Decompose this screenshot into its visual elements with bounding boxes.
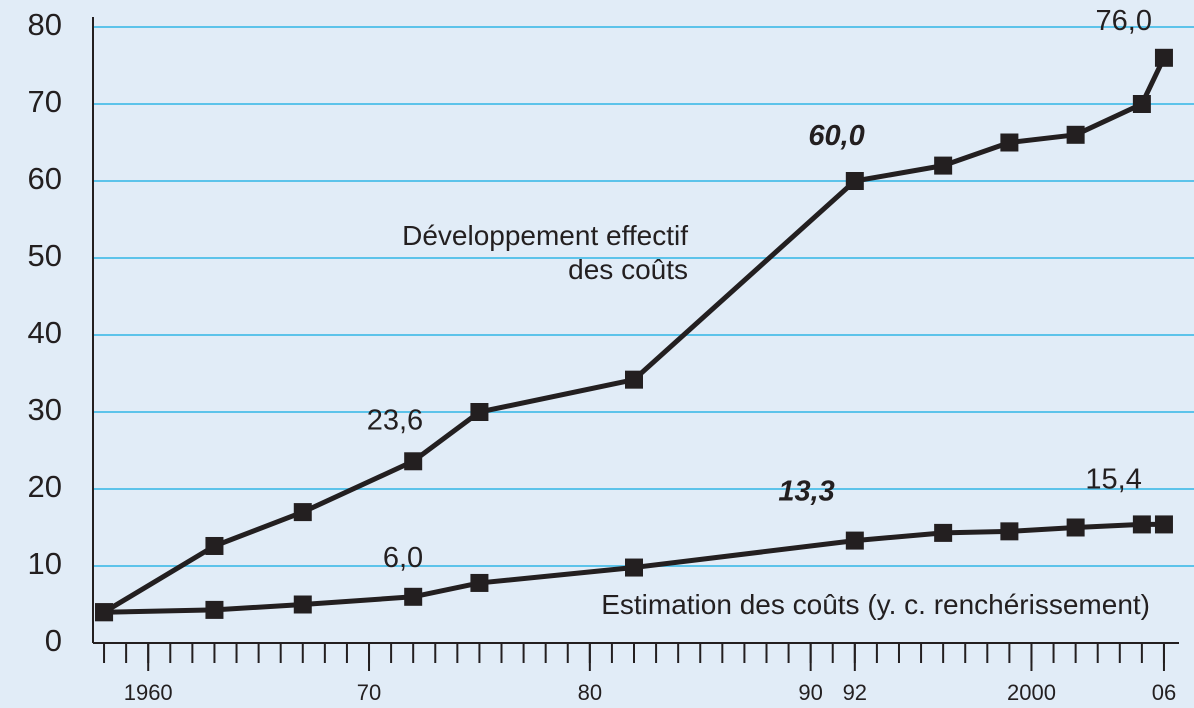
y-tick-label: 30 [28, 392, 62, 427]
series-name-line: Développement effectif [402, 220, 688, 251]
marker [1000, 133, 1019, 152]
x-tick-label: 92 [843, 680, 867, 705]
series-name-line: des coûts [568, 254, 688, 285]
marker [845, 531, 864, 550]
marker [625, 370, 643, 389]
data-label: 15,4 [1085, 463, 1141, 495]
data-label: 23,6 [367, 404, 423, 436]
marker [293, 503, 312, 522]
marker [1066, 125, 1085, 144]
x-tick-label: 2000 [1007, 680, 1056, 705]
data-label: 76,0 [1096, 5, 1152, 37]
marker [470, 573, 489, 592]
y-tick-label: 80 [28, 7, 62, 42]
x-tick-label: 90 [798, 680, 822, 705]
marker [934, 523, 953, 542]
y-tick-label: 40 [28, 315, 62, 350]
series-line [103, 521, 1164, 615]
y-tick-label: 20 [28, 469, 62, 504]
y-tick-label: 50 [28, 238, 62, 273]
marker [1132, 515, 1151, 534]
marker [404, 452, 423, 471]
x-tick-label: 06 [1152, 680, 1176, 705]
marker [1000, 522, 1019, 541]
y-tick-label: 10 [28, 546, 62, 581]
marker [404, 587, 423, 606]
y-tick-label: 70 [28, 84, 62, 119]
x-tick-label: 1960 [124, 680, 173, 705]
x-tick-label: 80 [578, 680, 602, 705]
series-name: Développement effectif des coûts [402, 220, 688, 285]
marker [293, 595, 312, 614]
marker [1154, 48, 1173, 67]
marker [205, 600, 224, 619]
series-line [102, 56, 1167, 615]
data-label: 13,3 [778, 476, 834, 508]
marker [1154, 515, 1173, 534]
marker [934, 156, 953, 175]
marker [95, 603, 114, 622]
marker [845, 172, 864, 190]
series-name: Estimation des coûts (y. c. renchérissem… [601, 589, 1150, 620]
x-tick-label: 70 [357, 680, 381, 705]
y-tick-label: 60 [28, 161, 62, 196]
marker [470, 403, 489, 421]
data-label: 6,0 [383, 542, 423, 574]
data-label: 60,0 [808, 120, 864, 152]
marker [1066, 518, 1085, 537]
marker [625, 558, 643, 577]
series-name-line: Estimation des coûts (y. c. renchérissem… [601, 589, 1150, 620]
marker [1132, 95, 1151, 113]
marker [205, 536, 224, 555]
y-tick-label: 0 [45, 623, 62, 658]
